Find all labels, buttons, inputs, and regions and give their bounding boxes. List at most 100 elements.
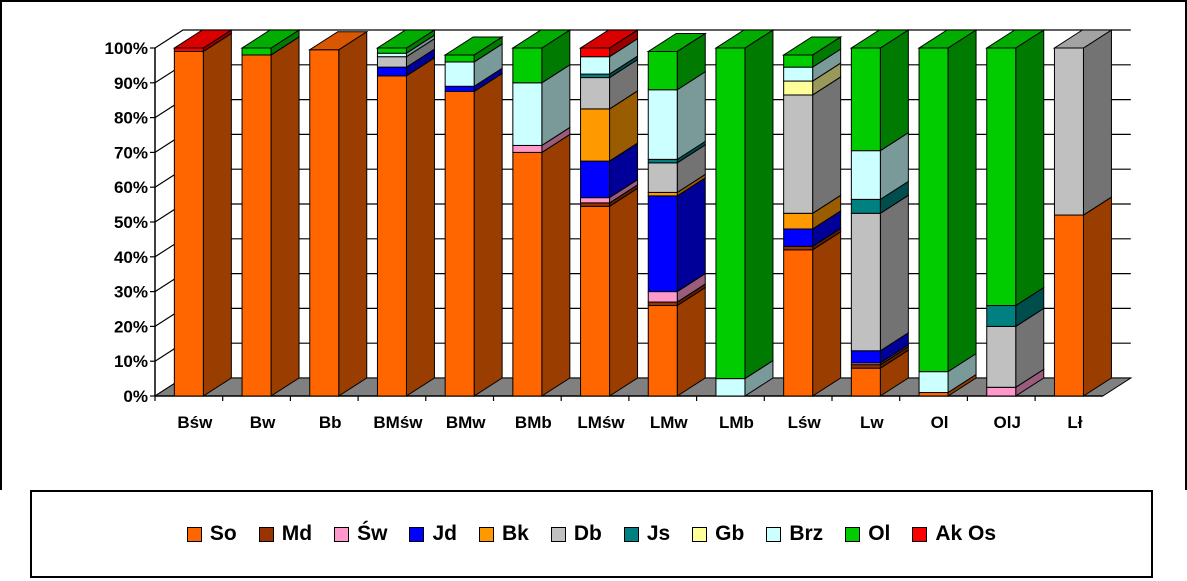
bar-front xyxy=(783,212,814,230)
chart-border xyxy=(0,0,1187,490)
bar-top xyxy=(308,31,369,51)
bar-top xyxy=(849,29,911,49)
bar-front xyxy=(580,77,611,110)
bar-top xyxy=(714,29,775,49)
bar-segment-brz xyxy=(580,37,639,76)
x-tick-label: LMśw xyxy=(577,413,625,432)
gridline xyxy=(154,238,1131,258)
legend-item: Ol xyxy=(845,522,890,546)
bar-segment-ol xyxy=(715,29,774,380)
bar-side xyxy=(609,187,639,397)
bar-front xyxy=(580,205,611,397)
bar-side xyxy=(202,32,232,397)
bar-front xyxy=(376,66,407,77)
bar-front xyxy=(580,56,611,75)
bar-segment-jd xyxy=(647,176,706,293)
x-tick-label: BMb xyxy=(515,413,552,432)
gridline xyxy=(154,168,1131,188)
bar-side xyxy=(879,194,909,352)
x-tick-label: Bb xyxy=(319,413,342,432)
legend-swatch xyxy=(334,526,350,542)
bar-segment-so xyxy=(173,32,232,397)
bar-side xyxy=(338,30,368,397)
bar-front xyxy=(647,89,678,160)
bar-front xyxy=(647,191,678,197)
bar-segment-brz xyxy=(647,70,706,161)
bar-side xyxy=(405,56,435,397)
bar-front xyxy=(512,144,543,153)
gridline xyxy=(154,203,1131,223)
x-tick-label: OlJ xyxy=(994,413,1021,432)
bar-front xyxy=(918,371,949,394)
bar-segment-db xyxy=(647,143,706,194)
bar-top xyxy=(1052,29,1114,49)
bar-front xyxy=(309,49,340,397)
bar-front xyxy=(580,202,611,207)
bar-front xyxy=(444,61,475,87)
legend-swatch xyxy=(912,526,928,542)
legend-item: Db xyxy=(550,522,602,546)
bar-front xyxy=(580,108,611,162)
bar-segment-bk xyxy=(580,89,639,163)
bar-top xyxy=(375,29,437,49)
legend-label: Db xyxy=(573,522,602,545)
bar-segment-db xyxy=(580,58,639,110)
y-tick-label: 10% xyxy=(114,352,148,371)
bar-front xyxy=(647,301,678,307)
bar-front xyxy=(580,47,611,58)
bar-front xyxy=(173,50,204,397)
bar-front xyxy=(444,85,475,92)
bar-side xyxy=(473,72,503,397)
x-tick-label: Lw xyxy=(860,413,884,432)
bar-segment-so xyxy=(309,30,368,397)
bar-front xyxy=(376,52,407,58)
bar-front xyxy=(918,47,949,373)
bar-top xyxy=(578,29,640,49)
gridline xyxy=(154,307,1131,327)
bar-top xyxy=(646,32,707,52)
bar-side xyxy=(812,230,842,397)
legend-swatch xyxy=(478,526,494,542)
bar-segment-ol xyxy=(783,36,842,69)
legend-label: Ol xyxy=(868,522,891,545)
legend-swatch xyxy=(258,526,274,542)
legend-label: Jd xyxy=(432,522,457,545)
bar-front xyxy=(850,367,881,397)
bar-front xyxy=(376,47,407,54)
y-tick-label: 60% xyxy=(114,178,148,197)
bar-front xyxy=(512,82,543,146)
gridline xyxy=(154,273,1131,293)
bar-front xyxy=(647,162,678,193)
bar-front xyxy=(986,325,1017,388)
legend-item: So xyxy=(186,522,237,546)
bar-front xyxy=(376,56,407,68)
bar-segment-brz xyxy=(512,63,571,147)
bar-top xyxy=(985,29,1046,49)
bar-segment-ol xyxy=(850,29,909,152)
legend-item: Św xyxy=(334,522,387,546)
stacked-bar-chart: 0% 10% 20% 30% 40% 50% 60% 70% 80% 90% 100% Bśw Bw Bb… xyxy=(0,0,1187,490)
bar-front xyxy=(444,54,475,63)
bar-front xyxy=(715,47,746,380)
legend-label: Md xyxy=(281,522,313,545)
chart-floor xyxy=(153,377,1133,397)
bar-front xyxy=(850,198,881,214)
bar-front xyxy=(512,151,543,397)
x-tick-label: BMśw xyxy=(373,413,423,432)
legend-swatch xyxy=(550,526,566,542)
bar-front xyxy=(580,197,611,204)
legend-item: Jd xyxy=(409,522,457,546)
bar-segment-ol xyxy=(986,29,1045,307)
bar-side xyxy=(1082,196,1112,397)
y-tick-label: 70% xyxy=(114,143,148,162)
legend-swatch xyxy=(623,526,639,542)
bar-top xyxy=(917,29,978,49)
y-tick-label: 40% xyxy=(114,248,148,267)
bar-front xyxy=(850,150,881,200)
y-tick-label: 90% xyxy=(114,74,148,93)
bar-front xyxy=(850,47,881,152)
bar-front xyxy=(444,91,475,397)
legend-label: Bk xyxy=(501,522,529,545)
gridline xyxy=(154,29,1131,49)
bar-front xyxy=(783,66,814,82)
